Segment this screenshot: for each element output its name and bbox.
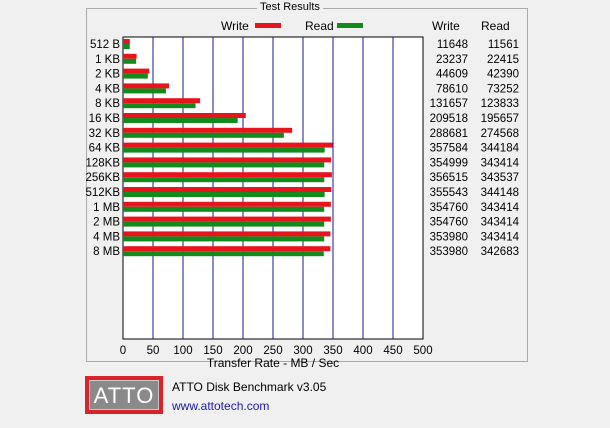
bar-read-2 [123,73,148,79]
category-label-13: 4 MB [93,231,120,243]
read-value-11: 343414 [481,202,520,214]
write-value-12: 354760 [430,217,468,229]
bar-read-11 [123,206,325,212]
x-tick-label-3: 150 [203,345,222,357]
bar-write-2 [123,68,150,74]
atto-logo: ATTO [85,376,163,414]
write-value-0: 11648 [437,39,468,51]
bar-write-9 [123,172,332,178]
read-value-5: 195657 [481,113,519,125]
category-label-5: 16 KB [89,113,121,125]
category-label-2: 2 KB [95,69,120,81]
read-value-9: 343537 [481,172,519,184]
bar-read-10 [123,192,325,197]
category-label-10: 512KB [85,187,120,199]
bar-read-13 [123,236,325,242]
bar-write-14 [123,246,331,252]
write-column-header: Write [432,19,460,33]
write-value-5: 209518 [430,113,468,125]
bar-write-1 [123,53,137,59]
atto-logo-text: ATTO [89,380,159,410]
category-label-1: 1 KB [95,54,120,66]
write-value-13: 353980 [430,231,468,243]
read-value-1: 22415 [487,54,519,66]
x-axis-label: Transfer Rate - MB / Sec [207,356,339,370]
read-value-8: 343414 [481,157,520,169]
bar-read-9 [123,177,325,183]
category-label-4: 8 KB [95,98,120,110]
read-value-7: 344184 [481,143,520,155]
bar-read-14 [123,251,324,257]
read-value-3: 73252 [487,83,519,95]
write-value-8: 354999 [430,157,468,169]
bar-write-3 [123,83,170,89]
legend-write-label: Write [221,19,249,33]
website-link[interactable]: www.attotech.com [172,399,270,413]
x-tick-label-2: 100 [173,345,192,357]
bar-read-0 [123,44,130,49]
read-value-13: 343414 [481,231,520,243]
bar-read-12 [123,221,325,227]
category-label-7: 64 KB [89,143,121,155]
x-tick-label-8: 400 [353,345,372,357]
x-tick-label-9: 450 [383,345,402,357]
bar-write-4 [123,98,201,104]
bar-write-0 [123,39,130,44]
write-value-14: 353980 [430,246,468,258]
write-value-10: 355543 [430,187,468,199]
legend-write-swatch [255,23,281,28]
bar-write-8 [123,157,332,163]
bar-write-13 [123,231,331,237]
bar-write-11 [123,201,331,207]
read-value-0: 11561 [488,39,519,51]
category-label-3: 4 KB [95,83,120,95]
write-value-7: 357584 [430,143,469,155]
category-label-9: 256KB [85,172,120,184]
legend-read-swatch [337,23,363,28]
read-value-2: 42390 [487,69,519,81]
x-tick-label-0: 0 [120,345,126,357]
read-value-10: 344148 [481,187,519,199]
category-label-0: 512 B [90,39,120,51]
bar-read-4 [123,103,196,109]
bar-read-3 [123,88,166,94]
bar-read-6 [123,132,284,138]
bar-write-5 [123,113,246,118]
x-tick-label-1: 50 [147,345,160,357]
bar-read-7 [123,147,325,153]
write-value-3: 78610 [436,83,468,95]
x-tick-label-4: 200 [233,345,252,357]
read-value-4: 123833 [481,98,519,110]
category-label-11: 1 MB [93,202,120,214]
write-value-9: 356515 [430,172,468,184]
bar-write-7 [123,142,333,148]
bar-read-5 [123,118,238,123]
app-title: ATTO Disk Benchmark v3.05 [172,380,327,394]
read-column-header: Read [481,19,510,33]
legend-read-label: Read [305,19,334,33]
x-tick-label-6: 300 [293,345,312,357]
write-value-11: 354760 [430,202,468,214]
x-tick-label-7: 350 [323,345,342,357]
bar-write-12 [123,216,331,222]
bar-write-6 [123,127,293,133]
category-label-12: 2 MB [93,217,120,229]
read-value-6: 274568 [481,128,519,140]
category-label-8: 128KB [85,157,120,169]
category-label-14: 8 MB [93,246,120,258]
x-tick-label-10: 500 [413,345,432,357]
category-label-6: 32 KB [89,128,121,140]
read-value-12: 343414 [481,217,520,229]
bar-read-1 [123,58,137,64]
write-value-4: 131657 [430,98,468,110]
write-value-1: 23237 [436,54,468,66]
write-value-2: 44609 [436,69,468,81]
bar-write-10 [123,187,332,192]
results-group-title: Test Results [257,1,323,13]
x-tick-label-5: 250 [263,345,282,357]
write-value-6: 288681 [430,128,468,140]
read-value-14: 342683 [481,246,519,258]
bar-read-8 [123,162,325,168]
